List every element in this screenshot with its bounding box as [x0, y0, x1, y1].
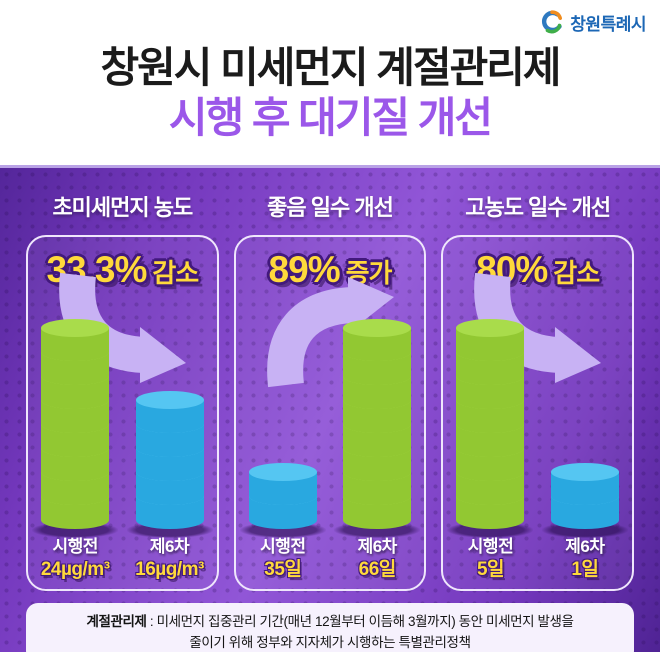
page-title: 창원시 미세먼지 계절관리제 시행 후 대기질 개선 [0, 44, 660, 141]
bar-value: 1일 [571, 559, 599, 581]
panel-card: 80% 감소 시행전 5일 제6차 1일 [441, 235, 635, 591]
bar-value: 16µg/m³ [135, 559, 204, 581]
bar-label-group: 시행전 24µg/m³ [28, 536, 122, 583]
footnote-box: 계절관리제 : 미세먼지 집중관리 기간(매년 12월부터 이듬해 3월까지) … [26, 603, 634, 652]
changwon-logo-icon [542, 10, 563, 34]
stat-value: 89% [268, 249, 341, 290]
panel-card: 33.3% 감소 시행전 24µg/m³ 제6차 16µg/m³ [26, 235, 219, 591]
header: 창원특례시 창원시 미세먼지 계절관리제 시행 후 대기질 개선 [0, 0, 660, 165]
bar-value: 5일 [476, 559, 505, 581]
bar-label: 시행전 [260, 537, 306, 557]
bar-label: 제6차 [357, 537, 398, 557]
footnote-line2: 줄이기 위해 정부와 지자체가 시행하는 특별관리정책 [189, 634, 471, 650]
coin-chart [28, 272, 217, 538]
main-title: 창원시 미세먼지 계절관리제 [100, 44, 561, 91]
increase-arrow-icon [246, 271, 404, 389]
panel-pm25-concentration: 초미세먼지 농도 33.3% 감소 시행전 24µg/m³ [26, 190, 219, 591]
coin-stack [447, 319, 534, 538]
infographic-body: 초미세먼지 농도 33.3% 감소 시행전 24µg/m³ [0, 165, 660, 652]
bar-label: 제6차 [149, 537, 190, 557]
bar-labels: 시행전 5일 제6차 1일 [443, 536, 632, 583]
bar-label-group: 제6차 1일 [538, 536, 632, 583]
bar-label-group: 제6차 66일 [330, 536, 424, 583]
bar-labels: 시행전 35일 제6차 66일 [236, 536, 425, 583]
footnote-separator: : [146, 614, 157, 629]
bar-label-group: 시행전 35일 [236, 536, 330, 583]
coin-chart [236, 277, 425, 538]
coin-stack [542, 463, 629, 538]
panel-heading: 초미세먼지 농도 [52, 195, 193, 220]
bar-value: 35일 [264, 559, 302, 581]
panel-good-days: 좋음 일수 개선 89% 증가 시행전 35일 제6 [233, 190, 427, 591]
stat-direction-label: 감소 [152, 258, 199, 288]
panel-row: 초미세먼지 농도 33.3% 감소 시행전 24µg/m³ [0, 168, 660, 591]
sub-title: 시행 후 대기질 개선 [168, 94, 493, 142]
footnote-term: 계절관리제 [86, 614, 147, 629]
footnote-line1: 미세먼지 집중관리 기간(매년 12월부터 이듬해 3월까지) 동안 미세먼지 … [156, 614, 574, 629]
bar-label-group: 시행전 5일 [443, 536, 537, 583]
bar-value: 66일 [358, 559, 397, 581]
bar-label: 시행전 [467, 537, 514, 557]
logo-text: 창원특례시 [570, 14, 646, 34]
coin-chart [443, 272, 632, 538]
bar-value: 24µg/m³ [40, 559, 110, 581]
bar-label: 제6차 [565, 537, 605, 557]
coin-stack [32, 319, 118, 538]
bar-label: 시행전 [52, 537, 98, 557]
stat-direction-label: 감소 [553, 258, 600, 288]
bar-labels: 시행전 24µg/m³ 제6차 16µg/m³ [28, 536, 217, 583]
panel-card: 89% 증가 시행전 35일 제6차 66일 [233, 235, 427, 591]
panel-high-concentration-days: 고농도 일수 개선 80% 감소 시행전 5일 제6 [441, 190, 635, 591]
coin-stack [126, 391, 213, 538]
panel-heading: 고농도 일수 개선 [465, 195, 611, 220]
coin-stack [239, 463, 326, 538]
logo: 창원특례시 [539, 9, 646, 35]
bar-label-group: 제6차 16µg/m³ [122, 536, 216, 583]
panel-heading: 좋음 일수 개선 [267, 195, 394, 220]
coin-stack [334, 319, 421, 538]
